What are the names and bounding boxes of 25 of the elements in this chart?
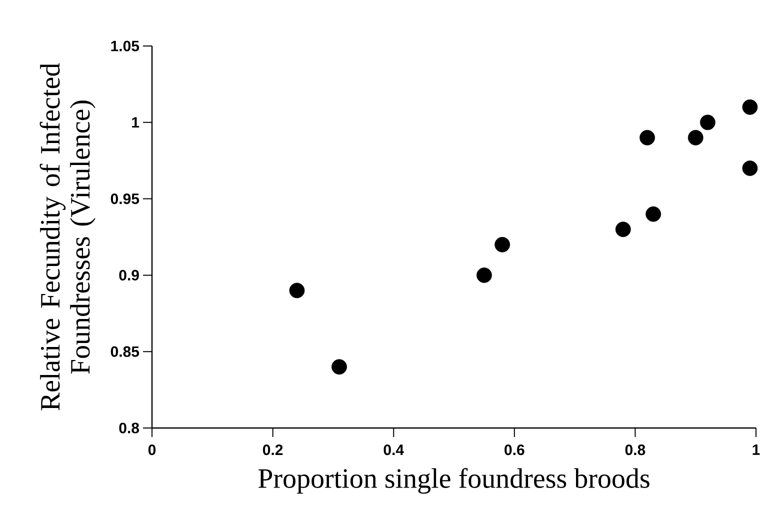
y-tick-label: 0.95 — [110, 193, 140, 204]
x-tick-label: 0 — [148, 444, 156, 456]
y-tick-label: 0.8 — [119, 422, 140, 434]
point — [646, 206, 662, 222]
point — [688, 130, 704, 146]
point — [742, 160, 758, 176]
y-tick-label: 1 — [132, 117, 140, 128]
x-tick-label: 0.4 — [384, 444, 404, 456]
y-tick-label: 0.85 — [110, 346, 140, 357]
x-tick-label: 0.8 — [625, 444, 646, 456]
x-tick-label: 0.6 — [504, 444, 524, 456]
point — [289, 282, 305, 298]
point — [700, 114, 716, 130]
point — [640, 130, 655, 146]
y-axis-title: Relative Fecundity of Infected Foundresses (Virulence) — [40, 63, 96, 410]
y-tick-label: 1.05 — [111, 40, 140, 52]
point — [494, 236, 510, 252]
y-tick-label: 0.9 — [119, 270, 139, 281]
x-axis-title: Proportion single foundress broods — [258, 468, 650, 494]
point — [615, 222, 631, 238]
x-tick-label: 1 — [752, 444, 760, 455]
point — [332, 359, 347, 375]
x-tick-label: 0.2 — [262, 444, 283, 456]
point — [742, 99, 758, 115]
point — [476, 268, 492, 283]
